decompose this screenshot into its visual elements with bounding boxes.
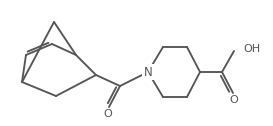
Text: OH: OH [243,44,260,54]
Text: N: N [144,66,152,78]
Text: O: O [104,109,112,119]
Text: O: O [230,95,238,105]
